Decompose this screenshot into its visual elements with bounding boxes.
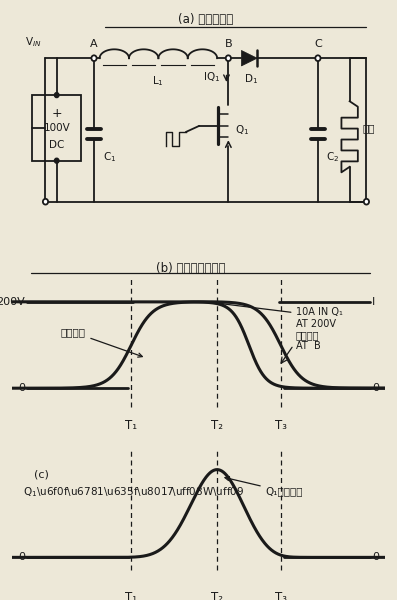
Polygon shape bbox=[241, 50, 257, 66]
Text: 0: 0 bbox=[18, 553, 25, 562]
Bar bbox=[33, 95, 81, 161]
Text: T₂: T₂ bbox=[211, 591, 223, 600]
Text: B: B bbox=[225, 39, 232, 49]
Text: A: A bbox=[90, 39, 98, 49]
Text: T₂: T₂ bbox=[211, 419, 223, 432]
Circle shape bbox=[226, 55, 231, 61]
Text: (b) 电压和电流波形: (b) 电压和电流波形 bbox=[156, 262, 226, 275]
Text: (c): (c) bbox=[34, 470, 49, 479]
Text: DC: DC bbox=[49, 140, 64, 150]
Text: T₁: T₁ bbox=[125, 591, 137, 600]
Circle shape bbox=[364, 199, 369, 205]
Text: L$_1$: L$_1$ bbox=[152, 74, 164, 88]
Text: C$_1$: C$_1$ bbox=[103, 150, 117, 164]
Text: 漏极电压
AT  B: 漏极电压 AT B bbox=[295, 330, 320, 352]
Text: 10A IN Q₁
AT 200V: 10A IN Q₁ AT 200V bbox=[295, 307, 342, 329]
Text: IQ$_1$: IQ$_1$ bbox=[203, 70, 220, 83]
Text: Q₁功率峰値: Q₁功率峰値 bbox=[225, 476, 303, 497]
Circle shape bbox=[54, 92, 59, 98]
Text: V$_{IN}$: V$_{IN}$ bbox=[25, 35, 42, 49]
Text: T₃: T₃ bbox=[275, 419, 287, 432]
Text: C$_2$: C$_2$ bbox=[326, 150, 339, 164]
Text: 0: 0 bbox=[372, 383, 379, 393]
Text: 漏极电流: 漏极电流 bbox=[60, 327, 142, 357]
Text: Q$_1$\u6f0f\u6781\u635f\u8017\uff08W\uff09: Q$_1$\u6f0f\u6781\u635f\u8017\uff08W\uff… bbox=[23, 485, 245, 499]
Text: Q$_1$: Q$_1$ bbox=[235, 123, 249, 137]
Circle shape bbox=[54, 158, 59, 163]
Text: (a) 升压调节器: (a) 升压调节器 bbox=[178, 13, 233, 26]
Text: I: I bbox=[372, 297, 375, 307]
Text: C: C bbox=[314, 39, 322, 49]
Text: 负载: 负载 bbox=[363, 123, 375, 133]
Circle shape bbox=[91, 55, 96, 61]
Text: D$_1$: D$_1$ bbox=[244, 73, 258, 86]
Text: 0: 0 bbox=[18, 383, 25, 393]
Text: 200V: 200V bbox=[0, 297, 25, 307]
Text: 100V: 100V bbox=[43, 123, 70, 133]
Text: T₁: T₁ bbox=[125, 419, 137, 432]
Text: +: + bbox=[51, 107, 62, 120]
Circle shape bbox=[43, 199, 48, 205]
Circle shape bbox=[315, 55, 320, 61]
Text: 0: 0 bbox=[372, 553, 379, 562]
Text: T₃: T₃ bbox=[275, 591, 287, 600]
